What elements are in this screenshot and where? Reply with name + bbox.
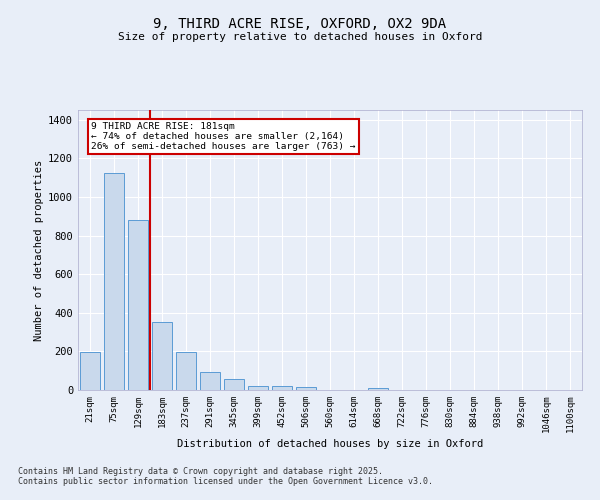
X-axis label: Distribution of detached houses by size in Oxford: Distribution of detached houses by size … [177, 440, 483, 450]
Text: 9, THIRD ACRE RISE, OXFORD, OX2 9DA: 9, THIRD ACRE RISE, OXFORD, OX2 9DA [154, 18, 446, 32]
Bar [224, 379, 244, 390]
Y-axis label: Number of detached properties: Number of detached properties [34, 160, 44, 340]
Bar [368, 388, 388, 390]
Bar [104, 173, 124, 390]
Text: Size of property relative to detached houses in Oxford: Size of property relative to detached ho… [118, 32, 482, 42]
Bar [152, 322, 172, 390]
Bar [296, 386, 316, 390]
Bar [176, 352, 196, 390]
Bar [80, 352, 100, 390]
Bar [200, 372, 220, 390]
Text: Contains public sector information licensed under the Open Government Licence v3: Contains public sector information licen… [18, 478, 433, 486]
Text: Contains HM Land Registry data © Crown copyright and database right 2025.: Contains HM Land Registry data © Crown c… [18, 468, 383, 476]
Text: 9 THIRD ACRE RISE: 181sqm
← 74% of detached houses are smaller (2,164)
26% of se: 9 THIRD ACRE RISE: 181sqm ← 74% of detac… [91, 122, 356, 152]
Bar [128, 220, 148, 390]
Bar [248, 386, 268, 390]
Bar [272, 386, 292, 390]
